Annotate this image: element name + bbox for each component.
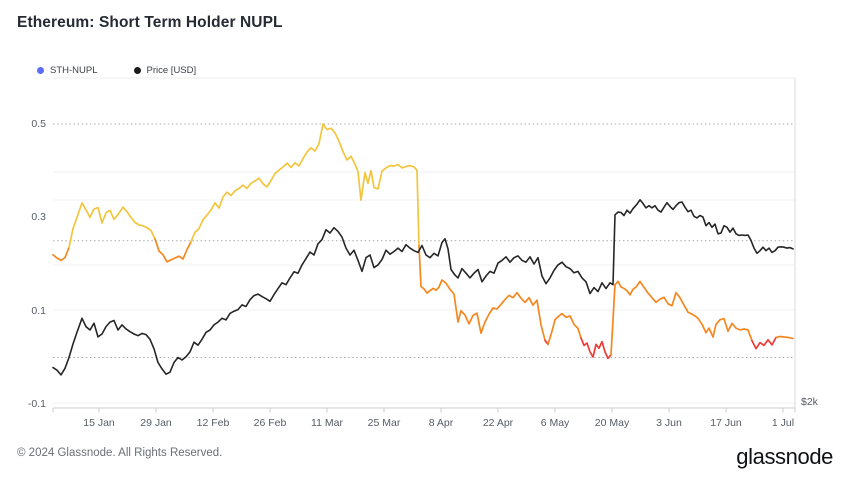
page-title: Ethereum: Short Term Holder NUPL xyxy=(17,14,283,31)
y-tick-label: 0.1 xyxy=(31,304,46,317)
right-axis-label: $2k xyxy=(801,396,818,408)
x-tick-label: 20 May xyxy=(594,417,630,429)
y-tick-label: 0.3 xyxy=(31,211,46,224)
x-tick-label: 12 Feb xyxy=(196,417,230,429)
legend-label: STH-NUPL xyxy=(50,64,98,76)
footer-copyright: © 2024 Glassnode. All Rights Reserved. xyxy=(17,447,223,459)
legend-label: Price [USD] xyxy=(146,64,197,76)
legend-item[interactable]: STH-NUPL xyxy=(37,65,98,76)
x-tick-label: 1 Jul xyxy=(771,417,795,429)
x-tick-label: 17 Jun xyxy=(710,417,742,429)
x-tick-label: 25 Mar xyxy=(367,417,401,429)
chart-legend: STH-NUPL Price [USD] xyxy=(37,63,232,77)
x-tick-label: 15 Jan xyxy=(83,417,115,429)
legend-dot-icon xyxy=(133,66,141,74)
legend-dot-icon xyxy=(37,66,44,74)
x-tick-label: 22 Apr xyxy=(482,417,514,429)
x-tick-label: 11 Mar xyxy=(311,417,343,429)
y-tick-label: -0.1 xyxy=(27,398,46,411)
x-tick-label: 26 Feb xyxy=(253,417,287,429)
x-tick-label: 29 Jan xyxy=(140,417,172,429)
legend-item[interactable]: Price [USD] xyxy=(133,64,197,76)
x-tick-label: 6 May xyxy=(540,417,570,429)
x-tick-label: 8 Apr xyxy=(428,417,454,429)
y-tick-label: 0.5 xyxy=(31,118,46,130)
glassnode-logo: glassnode xyxy=(736,444,833,469)
x-tick-label: 3 Jun xyxy=(656,417,682,429)
